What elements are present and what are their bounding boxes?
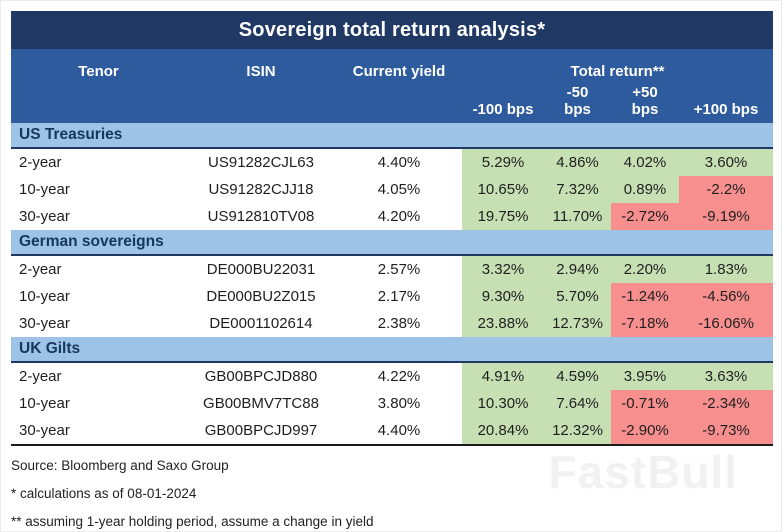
tenor-cell: 2-year <box>19 154 62 171</box>
return-cell: 5.29% <box>462 149 544 176</box>
return-cell: -1.24% <box>611 283 679 310</box>
isin-cell: GB00BPCJD997 <box>204 422 318 439</box>
footer: Source: Bloomberg and Saxo Group * calcu… <box>11 446 773 531</box>
current-yield-cell: 2.38% <box>377 315 421 332</box>
table-row: 30-year GB00BPCJD997 4.40% 20.84% 12.32% -2.9… <box>11 417 773 444</box>
return-cell: 2.94% <box>544 256 611 283</box>
current-yield-cell: 2.17% <box>377 288 421 305</box>
return-cell: 12.73% <box>544 310 611 337</box>
return-cell: 0.89% <box>611 176 679 203</box>
col-header-isin: ISIN <box>246 63 276 80</box>
return-cell: 3.60% <box>679 149 773 176</box>
return-cell: 7.64% <box>544 390 611 417</box>
return-cell: 2.20% <box>611 256 679 283</box>
tenor-cell: 30-year <box>19 208 70 225</box>
isin-cell: GB00BMV7TC88 <box>203 395 319 412</box>
isin-cell: DE0001102614 <box>209 315 313 332</box>
footnote-calculations: * calculations as of 08-01-2024 <box>11 486 197 501</box>
tenor-cell: 30-year <box>19 422 70 439</box>
return-cell: -0.71% <box>611 390 679 417</box>
col-header-tenor: Tenor <box>78 63 119 80</box>
return-cell: 4.91% <box>462 363 544 390</box>
return-cell: -7.18% <box>611 310 679 337</box>
section-header-uk-gilts: UK Gilts <box>11 337 773 363</box>
section-header-german-sovereigns: German sovereigns <box>11 230 773 256</box>
isin-cell: US91282CJJ18 <box>208 181 314 198</box>
return-cell: 4.86% <box>544 149 611 176</box>
table-row: 2-year GB00BPCJD880 4.22% 4.91% 4.59% 3.95% 3.… <box>11 363 773 390</box>
table-row: 2-year US91282CJL63 4.40% 5.29% 4.86% 4.02% 3.… <box>11 149 773 176</box>
return-cell: -2.72% <box>611 203 679 230</box>
tenor-cell: 10-year <box>19 395 70 412</box>
col-header-minus-100bps: -100 bps <box>472 101 534 118</box>
col-header-current-yield: Current yield <box>352 63 446 80</box>
footnote-assumptions: ** assuming 1-year holding period, assum… <box>11 514 374 529</box>
return-cell: 12.32% <box>544 417 611 444</box>
col-header-plus-100bps: +100 bps <box>693 101 759 118</box>
return-cell: 4.59% <box>544 363 611 390</box>
col-header-minus-50bps: -50 bps <box>564 84 591 118</box>
source-note: Source: Bloomberg and Saxo Group <box>11 458 229 473</box>
table-body: US Treasuries 2-year US91282CJL63 4.40% 5.29… <box>11 123 773 444</box>
isin-cell: DE000BU2Z015 <box>206 288 316 305</box>
col-group-header-total-return: Total return** <box>570 63 665 80</box>
return-cell: -16.06% <box>679 310 773 337</box>
return-cell: -4.56% <box>679 283 773 310</box>
return-cell: 23.88% <box>462 310 544 337</box>
return-cell: 4.02% <box>611 149 679 176</box>
return-cell: 3.63% <box>679 363 773 390</box>
current-yield-cell: 4.40% <box>377 422 421 439</box>
tenor-cell: 2-year <box>19 261 62 278</box>
tenor-cell: 10-year <box>19 288 70 305</box>
table-row: 10-year US91282CJJ18 4.05% 10.65% 7.32% 0.89%… <box>11 176 773 203</box>
return-cell: 11.70% <box>544 203 611 230</box>
return-cell: 1.83% <box>679 256 773 283</box>
return-cell: 10.65% <box>462 176 544 203</box>
table-row: 30-year DE0001102614 2.38% 23.88% 12.73% -7.1… <box>11 310 773 337</box>
tenor-cell: 10-year <box>19 181 70 198</box>
current-yield-cell: 2.57% <box>377 261 421 278</box>
return-cell: 10.30% <box>462 390 544 417</box>
isin-cell: DE000BU22031 <box>206 261 316 278</box>
table-row: 10-year DE000BU2Z015 2.17% 9.30% 5.70% -1.24%… <box>11 283 773 310</box>
return-cell: -2.2% <box>679 176 773 203</box>
tenor-cell: 30-year <box>19 315 70 332</box>
return-cell: -9.19% <box>679 203 773 230</box>
section-header-us-treasuries: US Treasuries <box>11 123 773 149</box>
table-title: Sovereign total return analysis* <box>11 11 773 49</box>
table-row: 2-year DE000BU22031 2.57% 3.32% 2.94% 2.20% 1.… <box>11 256 773 283</box>
watermark: FastBull <box>548 446 738 498</box>
return-cell: -9.73% <box>679 417 773 444</box>
tenor-cell: 2-year <box>19 368 62 385</box>
isin-cell: US912810TV08 <box>207 208 315 225</box>
table-bottom-border <box>11 444 773 446</box>
return-cell: -2.34% <box>679 390 773 417</box>
return-cell: 7.32% <box>544 176 611 203</box>
return-cell: 3.32% <box>462 256 544 283</box>
current-yield-cell: 4.40% <box>377 154 421 171</box>
isin-cell: GB00BPCJD880 <box>204 368 318 385</box>
table-header: Tenor ISIN Current yield Total return** … <box>11 49 773 123</box>
sovereign-return-table: Sovereign total return analysis* Tenor I… <box>11 11 773 446</box>
return-cell: 5.70% <box>544 283 611 310</box>
return-cell: 20.84% <box>462 417 544 444</box>
table-row: 30-year US912810TV08 4.20% 19.75% 11.70% -2.7… <box>11 203 773 230</box>
table-row: 10-year GB00BMV7TC88 3.80% 10.30% 7.64% -0.71… <box>11 390 773 417</box>
current-yield-cell: 4.22% <box>377 368 421 385</box>
current-yield-cell: 3.80% <box>377 395 421 412</box>
return-cell: 3.95% <box>611 363 679 390</box>
col-header-plus-50bps: +50 bps <box>631 84 659 118</box>
return-cell: -2.90% <box>611 417 679 444</box>
current-yield-cell: 4.20% <box>377 208 421 225</box>
return-cell: 19.75% <box>462 203 544 230</box>
current-yield-cell: 4.05% <box>377 181 421 198</box>
isin-cell: US91282CJL63 <box>208 154 314 171</box>
return-cell: 9.30% <box>462 283 544 310</box>
